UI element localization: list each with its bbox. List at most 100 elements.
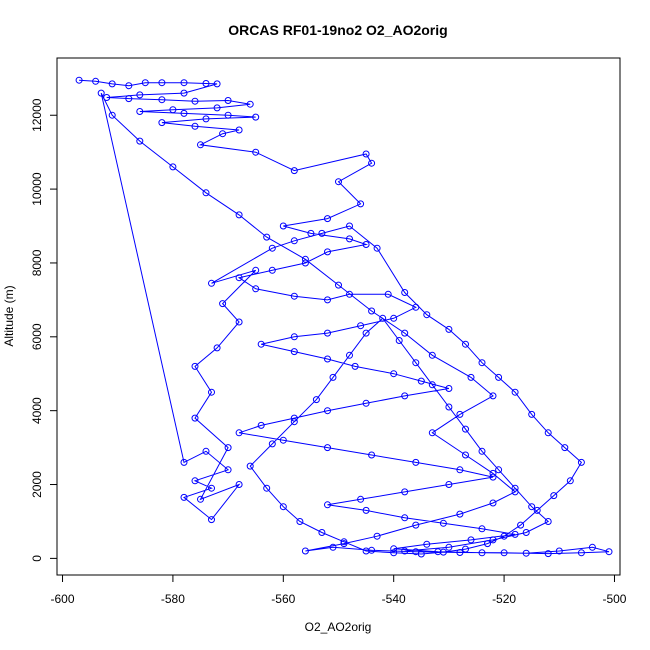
- data-point: [423, 311, 431, 319]
- data-point: [495, 466, 503, 474]
- data-point: [290, 333, 298, 341]
- data-point: [213, 104, 221, 112]
- data-point: [346, 235, 353, 243]
- x-axis: -600 -580 -560 -540 -520 -500: [51, 574, 627, 606]
- x-tick-label: -560: [271, 592, 295, 606]
- data-point: [577, 458, 585, 466]
- data-point: [213, 80, 221, 88]
- data-point: [180, 458, 188, 466]
- y-axis: 0 2000 4000 6000 8000 10000 12000: [30, 98, 58, 562]
- data-point: [180, 109, 188, 117]
- data-point: [362, 150, 370, 158]
- data-point: [445, 403, 453, 411]
- plot-area: [75, 76, 613, 558]
- data-point: [180, 89, 188, 97]
- data-point: [191, 414, 199, 422]
- data-point: [301, 547, 309, 555]
- data-point: [428, 351, 436, 359]
- data-point: [263, 484, 271, 492]
- data-point: [357, 200, 365, 208]
- data-point: [456, 510, 464, 518]
- data-point: [373, 244, 381, 252]
- data-point: [439, 519, 447, 527]
- y-tick-label: 0: [30, 555, 44, 562]
- data-point: [208, 279, 215, 287]
- data-point: [97, 89, 105, 97]
- y-tick-label: 8000: [30, 249, 44, 276]
- data-point: [197, 495, 204, 503]
- data-point: [290, 414, 298, 422]
- data-point: [340, 538, 348, 546]
- data-point: [467, 536, 475, 544]
- y-tick-label: 10000: [30, 172, 44, 206]
- data-point: [445, 385, 453, 392]
- data-point: [324, 444, 331, 452]
- data-point: [158, 96, 166, 104]
- data-point: [555, 547, 563, 555]
- data-point: [522, 529, 530, 536]
- data-point: [528, 410, 536, 418]
- data-point: [252, 148, 260, 156]
- data-point: [379, 314, 387, 322]
- data-point: [318, 529, 326, 536]
- chart-title: ORCAS RF01-19no2 O2_AO2orig: [228, 22, 447, 38]
- x-axis-label: O2_AO2orig: [305, 620, 372, 634]
- data-point: [279, 503, 287, 511]
- data-point: [252, 266, 260, 274]
- data-point: [412, 458, 420, 466]
- data-point: [489, 536, 497, 544]
- data-point: [136, 91, 144, 99]
- data-point: [301, 255, 309, 263]
- data-point: [478, 549, 486, 557]
- x-tick-label: -540: [382, 592, 406, 606]
- data-point: [445, 325, 453, 333]
- data-point: [202, 447, 210, 455]
- data-point: [495, 373, 503, 381]
- data-point: [484, 540, 491, 548]
- data-point: [125, 95, 133, 103]
- data-point: [500, 549, 508, 557]
- data-point: [566, 477, 574, 485]
- data-point: [346, 351, 353, 359]
- data-point: [219, 300, 227, 308]
- data-point: [335, 178, 342, 186]
- data-point: [235, 318, 243, 326]
- data-point: [235, 274, 243, 282]
- data-point: [208, 484, 215, 492]
- data-point: [191, 362, 199, 370]
- data-point: [417, 377, 425, 385]
- y-tick-label: 4000: [30, 397, 44, 424]
- data-point: [312, 396, 320, 404]
- data-point: [462, 340, 469, 348]
- data-point: [533, 506, 541, 514]
- data-point: [252, 285, 260, 293]
- data-point: [224, 111, 232, 119]
- data-point: [92, 77, 100, 85]
- data-point: [279, 222, 287, 230]
- data-point: [180, 493, 188, 501]
- data-point: [588, 543, 596, 551]
- data-point: [324, 501, 331, 509]
- data-point: [462, 545, 469, 553]
- data-point: [257, 421, 265, 429]
- data-point: [467, 373, 475, 381]
- data-point: [224, 466, 232, 474]
- x-tick-label: -500: [602, 592, 626, 606]
- data-point: [169, 163, 177, 171]
- data-point: [462, 451, 469, 459]
- x-tick-label: -520: [492, 592, 516, 606]
- data-point: [362, 399, 370, 407]
- data-point: [401, 547, 409, 555]
- data-point: [462, 425, 469, 433]
- plot-frame: [56, 57, 621, 576]
- data-point: [605, 548, 613, 556]
- data-point: [478, 447, 486, 455]
- series-line: [79, 79, 610, 555]
- y-tick-label: 6000: [30, 323, 44, 350]
- data-point: [324, 296, 331, 304]
- data-point: [544, 550, 552, 558]
- data-point: [489, 473, 497, 481]
- data-point: [362, 547, 370, 555]
- y-tick-label: 2000: [30, 471, 44, 498]
- data-point: [362, 241, 370, 248]
